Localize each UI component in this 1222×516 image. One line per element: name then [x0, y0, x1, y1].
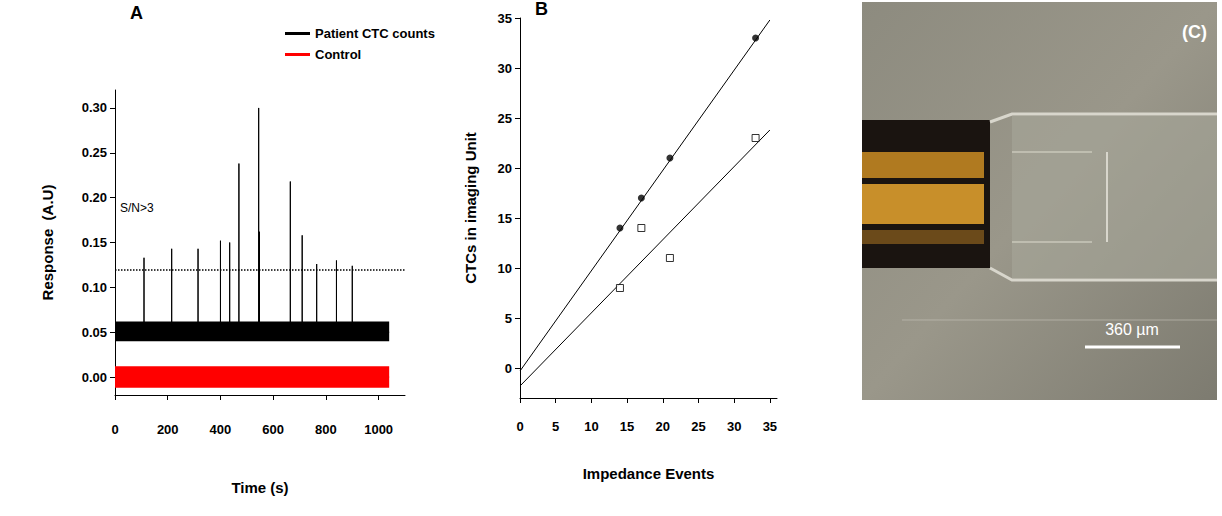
svg-text:5: 5 [505, 311, 512, 326]
svg-text:800: 800 [315, 422, 337, 437]
svg-text:360 µm: 360 µm [1105, 321, 1159, 338]
svg-text:30: 30 [498, 61, 512, 76]
svg-text:Time (s): Time (s) [231, 479, 288, 496]
svg-text:CTCs in imaging Unit: CTCs in imaging Unit [462, 132, 479, 284]
svg-text:S/N>3: S/N>3 [120, 201, 154, 215]
svg-text:400: 400 [210, 422, 232, 437]
svg-text:A: A [130, 3, 143, 23]
svg-text:0.15: 0.15 [82, 235, 107, 250]
svg-text:Patient CTC counts: Patient CTC counts [315, 26, 435, 41]
svg-text:0: 0 [516, 419, 523, 434]
svg-text:10: 10 [498, 261, 512, 276]
svg-text:0: 0 [505, 361, 512, 376]
svg-text:0.25: 0.25 [82, 145, 107, 160]
svg-text:Control: Control [315, 47, 361, 62]
svg-text:20: 20 [656, 419, 670, 434]
svg-text:600: 600 [262, 422, 284, 437]
svg-text:(C): (C) [1182, 22, 1207, 42]
svg-text:35: 35 [763, 419, 777, 434]
svg-text:10: 10 [584, 419, 598, 434]
svg-text:0.00: 0.00 [82, 370, 107, 385]
svg-text:B: B [535, 0, 548, 19]
svg-text:0.20: 0.20 [82, 190, 107, 205]
svg-text:25: 25 [691, 419, 705, 434]
svg-text:15: 15 [498, 211, 512, 226]
svg-text:Impedance Events: Impedance Events [583, 465, 715, 482]
svg-text:200: 200 [157, 422, 179, 437]
svg-text:35: 35 [498, 11, 512, 26]
svg-text:0.30: 0.30 [82, 100, 107, 115]
svg-text:30: 30 [727, 419, 741, 434]
svg-text:0.05: 0.05 [82, 325, 107, 340]
svg-text:5: 5 [552, 419, 559, 434]
svg-text:0: 0 [111, 422, 118, 437]
svg-text:20: 20 [498, 161, 512, 176]
svg-text:Response (A.U): Response (A.U) [39, 185, 56, 301]
svg-text:0.10: 0.10 [82, 280, 107, 295]
svg-text:25: 25 [498, 111, 512, 126]
svg-text:1000: 1000 [364, 422, 393, 437]
svg-text:15: 15 [620, 419, 634, 434]
